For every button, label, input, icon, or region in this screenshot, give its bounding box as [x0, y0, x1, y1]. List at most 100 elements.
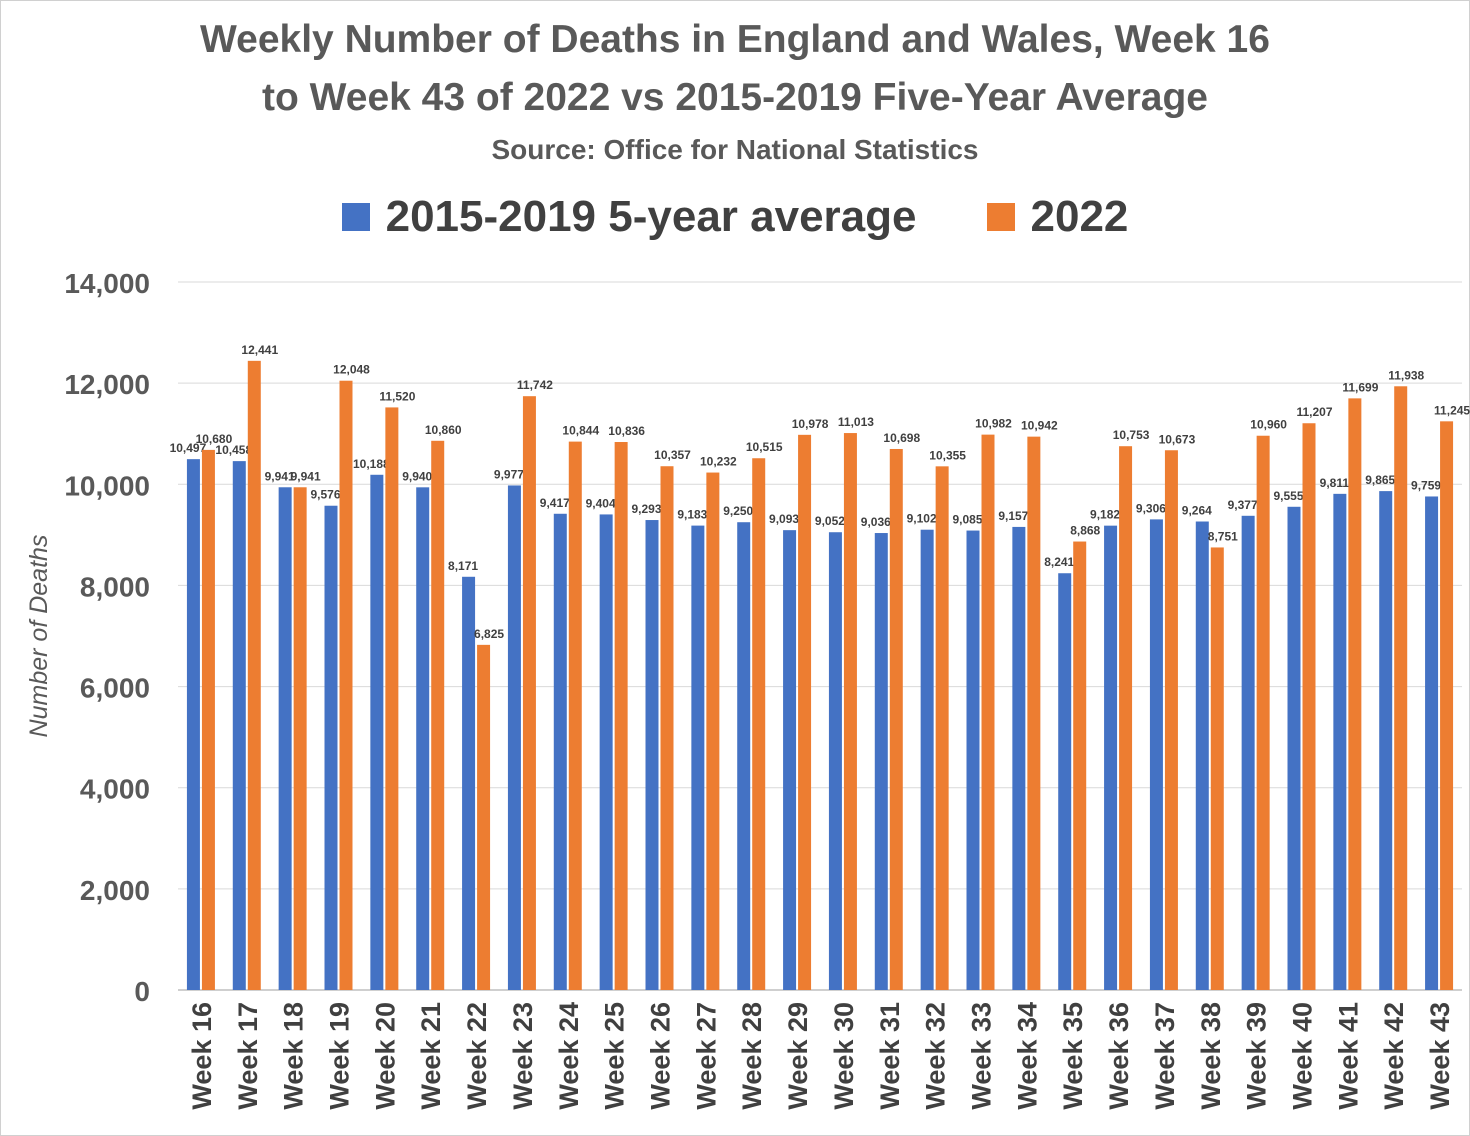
- data-label-2022: 10,960: [1250, 418, 1287, 432]
- data-label-2022: 10,978: [792, 417, 829, 431]
- bar-2022: [477, 644, 491, 990]
- data-label-average: 9,377: [1228, 498, 1258, 512]
- legend-label-2022: 2022: [1030, 192, 1129, 241]
- data-label-2022: 11,699: [1342, 380, 1378, 394]
- data-label-2022: 9,941: [291, 469, 321, 483]
- x-tick-label: Week 36: [1104, 1002, 1134, 1110]
- bar-2022: [1348, 398, 1362, 990]
- chart-legend: 2015-2019 5-year average 2022: [0, 192, 1470, 242]
- bar-average: [553, 513, 567, 990]
- data-label-2022: 10,680: [196, 432, 233, 446]
- bar-2022: [1210, 547, 1224, 990]
- bar-2022: [568, 441, 582, 991]
- x-tick-label: Week 37: [1150, 1002, 1180, 1110]
- data-label-2022: 11,520: [379, 389, 415, 403]
- x-tick-label: Week 32: [921, 1002, 951, 1110]
- data-label-2022: 10,673: [1159, 432, 1196, 446]
- bar-2022: [1440, 421, 1454, 990]
- bar-average: [1287, 506, 1301, 990]
- data-label-2022: 10,753: [1113, 428, 1150, 442]
- x-tick-label: Week 21: [416, 1002, 446, 1110]
- bar-2022: [889, 448, 903, 991]
- data-label-average: 9,306: [1136, 501, 1166, 515]
- bar-average: [783, 530, 797, 990]
- legend-swatch-2022: [986, 203, 1015, 231]
- data-label-average: 9,865: [1365, 473, 1395, 487]
- data-label-2022: 11,013: [838, 415, 874, 429]
- data-label-2022: 10,515: [746, 440, 783, 454]
- y-tick-label: 6,000: [80, 673, 150, 704]
- bar-2022: [981, 434, 995, 990]
- x-tick-label: Week 34: [1012, 1002, 1042, 1110]
- data-label-average: 9,182: [1090, 508, 1120, 522]
- data-label-average: 9,759: [1411, 478, 1441, 492]
- x-tick-label: Week 17: [233, 1002, 263, 1110]
- y-axis-title: Number of Deaths: [25, 535, 53, 738]
- x-tick-label: Week 24: [554, 1002, 584, 1110]
- bar-2022: [431, 440, 445, 990]
- legend-item-average: 2015-2019 5-year average: [341, 192, 917, 242]
- x-tick-label: Week 33: [967, 1002, 997, 1110]
- data-label-average: 9,085: [952, 513, 982, 527]
- data-label-average: 8,241: [1044, 555, 1074, 569]
- x-tick-label: Week 26: [646, 1002, 676, 1110]
- data-label-average: 9,293: [631, 502, 661, 516]
- bar-average: [874, 533, 888, 990]
- x-tick-label: Week 39: [1242, 1002, 1272, 1110]
- bar-2022: [843, 433, 857, 990]
- data-label-2022: 11,207: [1296, 405, 1332, 419]
- x-tick-label: Week 31: [875, 1002, 905, 1110]
- data-label-2022: 10,232: [700, 455, 737, 469]
- bar-2022: [752, 458, 766, 990]
- bar-average: [828, 532, 842, 990]
- bar-average: [416, 487, 430, 990]
- data-label-average: 9,183: [677, 508, 707, 522]
- data-label-2022: 8,868: [1070, 524, 1100, 538]
- x-tick-label: Week 27: [691, 1002, 721, 1110]
- bar-2022: [614, 442, 628, 990]
- bar-average: [462, 576, 476, 990]
- data-label-2022: 10,844: [562, 424, 599, 438]
- legend-item-2022: 2022: [986, 192, 1129, 242]
- data-label-2022: 10,942: [1021, 419, 1058, 433]
- bar-average: [370, 474, 384, 990]
- bar-average: [232, 461, 246, 990]
- bar-2022: [247, 360, 261, 991]
- data-label-average: 9,977: [494, 467, 524, 481]
- bar-2022: [1073, 541, 1087, 990]
- x-tick-label: Week 41: [1333, 1002, 1363, 1110]
- x-tick-label: Week 43: [1425, 1002, 1455, 1110]
- bar-2022: [660, 466, 674, 991]
- bar-2022: [935, 466, 949, 990]
- data-label-2022: 10,982: [975, 417, 1012, 431]
- data-label-2022: 8,751: [1208, 529, 1238, 543]
- bar-average: [507, 485, 521, 990]
- legend-label-average: 2015-2019 5-year average: [385, 192, 917, 241]
- x-tick-label: Week 38: [1196, 1002, 1226, 1110]
- bar-2022: [522, 396, 536, 990]
- data-label-2022: 11,245: [1434, 403, 1470, 417]
- x-tick-label: Week 18: [279, 1002, 309, 1110]
- x-tick-label: Week 16: [187, 1002, 217, 1110]
- data-label-2022: 6,825: [474, 627, 504, 641]
- bar-2022: [1256, 435, 1270, 990]
- y-tick-label: 2,000: [80, 875, 150, 906]
- data-label-2022: 11,742: [517, 378, 553, 392]
- data-label-2022: 10,698: [883, 431, 920, 445]
- bar-2022: [1119, 446, 1133, 990]
- bar-average: [1058, 573, 1072, 990]
- data-label-average: 9,940: [402, 469, 432, 483]
- x-tick-label: Week 30: [829, 1002, 859, 1110]
- bar-2022: [1394, 386, 1408, 990]
- bar-average: [1195, 521, 1209, 990]
- bar-2022: [1027, 436, 1041, 990]
- bar-2022: [201, 449, 215, 990]
- data-label-2022: 12,441: [241, 343, 278, 357]
- x-tick-label: Week 20: [370, 1002, 400, 1110]
- data-label-2022: 11,938: [1388, 368, 1424, 382]
- bar-average: [1012, 526, 1026, 990]
- bar-2022: [293, 487, 307, 990]
- data-label-average: 8,171: [448, 559, 478, 573]
- bar-average: [737, 522, 751, 990]
